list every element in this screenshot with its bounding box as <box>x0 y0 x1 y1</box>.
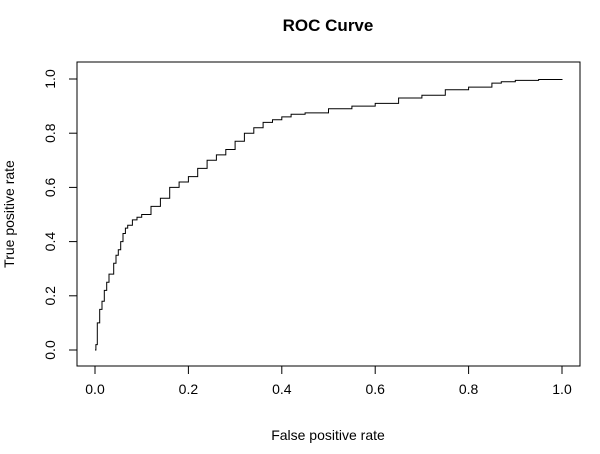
y-tick-label: 0.0 <box>42 340 58 360</box>
x-tick-label: 0.4 <box>272 381 292 397</box>
x-tick-label: 0.6 <box>365 381 385 397</box>
x-axis: 0.0 0.2 0.4 0.6 0.8 1.0 <box>85 365 572 397</box>
plot-frame <box>76 61 581 367</box>
y-tick-label: 1.0 <box>42 69 58 89</box>
x-tick-label: 1.0 <box>552 381 572 397</box>
roc-curve-line <box>95 79 563 351</box>
y-axis: 0.0 0.2 0.4 0.6 0.8 1.0 <box>42 69 78 360</box>
y-tick-label: 0.8 <box>42 123 58 143</box>
x-tick-label: 0.2 <box>179 381 199 397</box>
y-tick-label: 0.2 <box>42 286 58 306</box>
y-tick-label: 0.4 <box>42 232 58 252</box>
chart-title: ROC Curve <box>283 16 374 35</box>
y-tick-label: 0.6 <box>42 177 58 197</box>
x-tick-label: 0.0 <box>85 381 105 397</box>
y-axis-label: True positive rate <box>1 160 17 268</box>
x-tick-label: 0.8 <box>459 381 479 397</box>
x-axis-label: False positive rate <box>271 427 385 443</box>
